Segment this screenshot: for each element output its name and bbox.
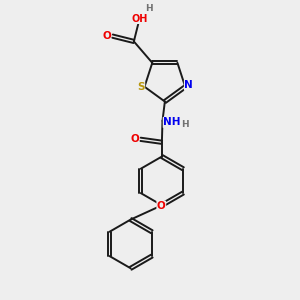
- Text: O: O: [130, 134, 139, 144]
- Text: N: N: [184, 80, 193, 90]
- Text: NH: NH: [163, 117, 181, 128]
- Text: O: O: [102, 31, 111, 41]
- Text: S: S: [137, 82, 145, 92]
- Text: H: H: [181, 120, 189, 129]
- Text: H: H: [145, 4, 152, 13]
- Text: OH: OH: [132, 14, 148, 24]
- Text: O: O: [157, 201, 166, 211]
